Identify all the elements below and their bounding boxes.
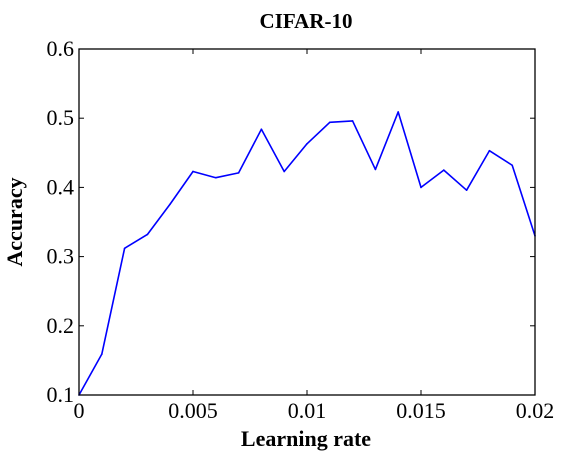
y-tick-label: 0.3 [47, 244, 75, 269]
data-point [488, 149, 491, 152]
data-point [397, 111, 400, 113]
data-point [283, 170, 286, 173]
data-point [465, 189, 468, 191]
x-tick-label: 0.005 [168, 398, 218, 423]
x-axis-ticks: 0 0.005 0.01 0.015 0.02 [74, 49, 555, 423]
data-point [443, 169, 445, 171]
data-point [306, 143, 308, 145]
y-tick-label: 0.6 [47, 36, 75, 61]
y-axis-ticks: 0.1 0.2 0.3 0.4 0.5 0.6 [47, 36, 535, 407]
y-tick-label: 0.5 [47, 105, 75, 130]
y-tick-label: 0.4 [47, 174, 75, 199]
data-point [192, 170, 194, 173]
x-tick-label: 0.015 [396, 398, 446, 423]
x-tick-label: 0.02 [516, 398, 555, 423]
x-tick-label: 0.01 [288, 398, 327, 423]
x-axis-label: Learning rate [241, 426, 371, 451]
data-point [123, 247, 126, 250]
data-point [511, 164, 513, 167]
x-tick-label: 0 [74, 398, 85, 423]
data-point [329, 121, 331, 124]
data-point [237, 172, 240, 174]
series-layer [78, 111, 536, 396]
data-point [101, 353, 103, 355]
y-tick-label: 0.2 [47, 313, 75, 338]
data-point [169, 203, 171, 205]
data-point [146, 233, 149, 236]
data-point [215, 176, 217, 179]
data-point [351, 120, 354, 122]
plot-area-frame [78, 48, 536, 396]
y-axis-label: Accuracy [2, 177, 27, 266]
y-tick-label: 0.1 [47, 382, 75, 407]
chart-title: CIFAR-10 [260, 9, 353, 33]
accuracy-series-line [78, 111, 536, 396]
data-point [420, 186, 422, 189]
data-point [374, 168, 377, 171]
data-point [260, 128, 263, 131]
